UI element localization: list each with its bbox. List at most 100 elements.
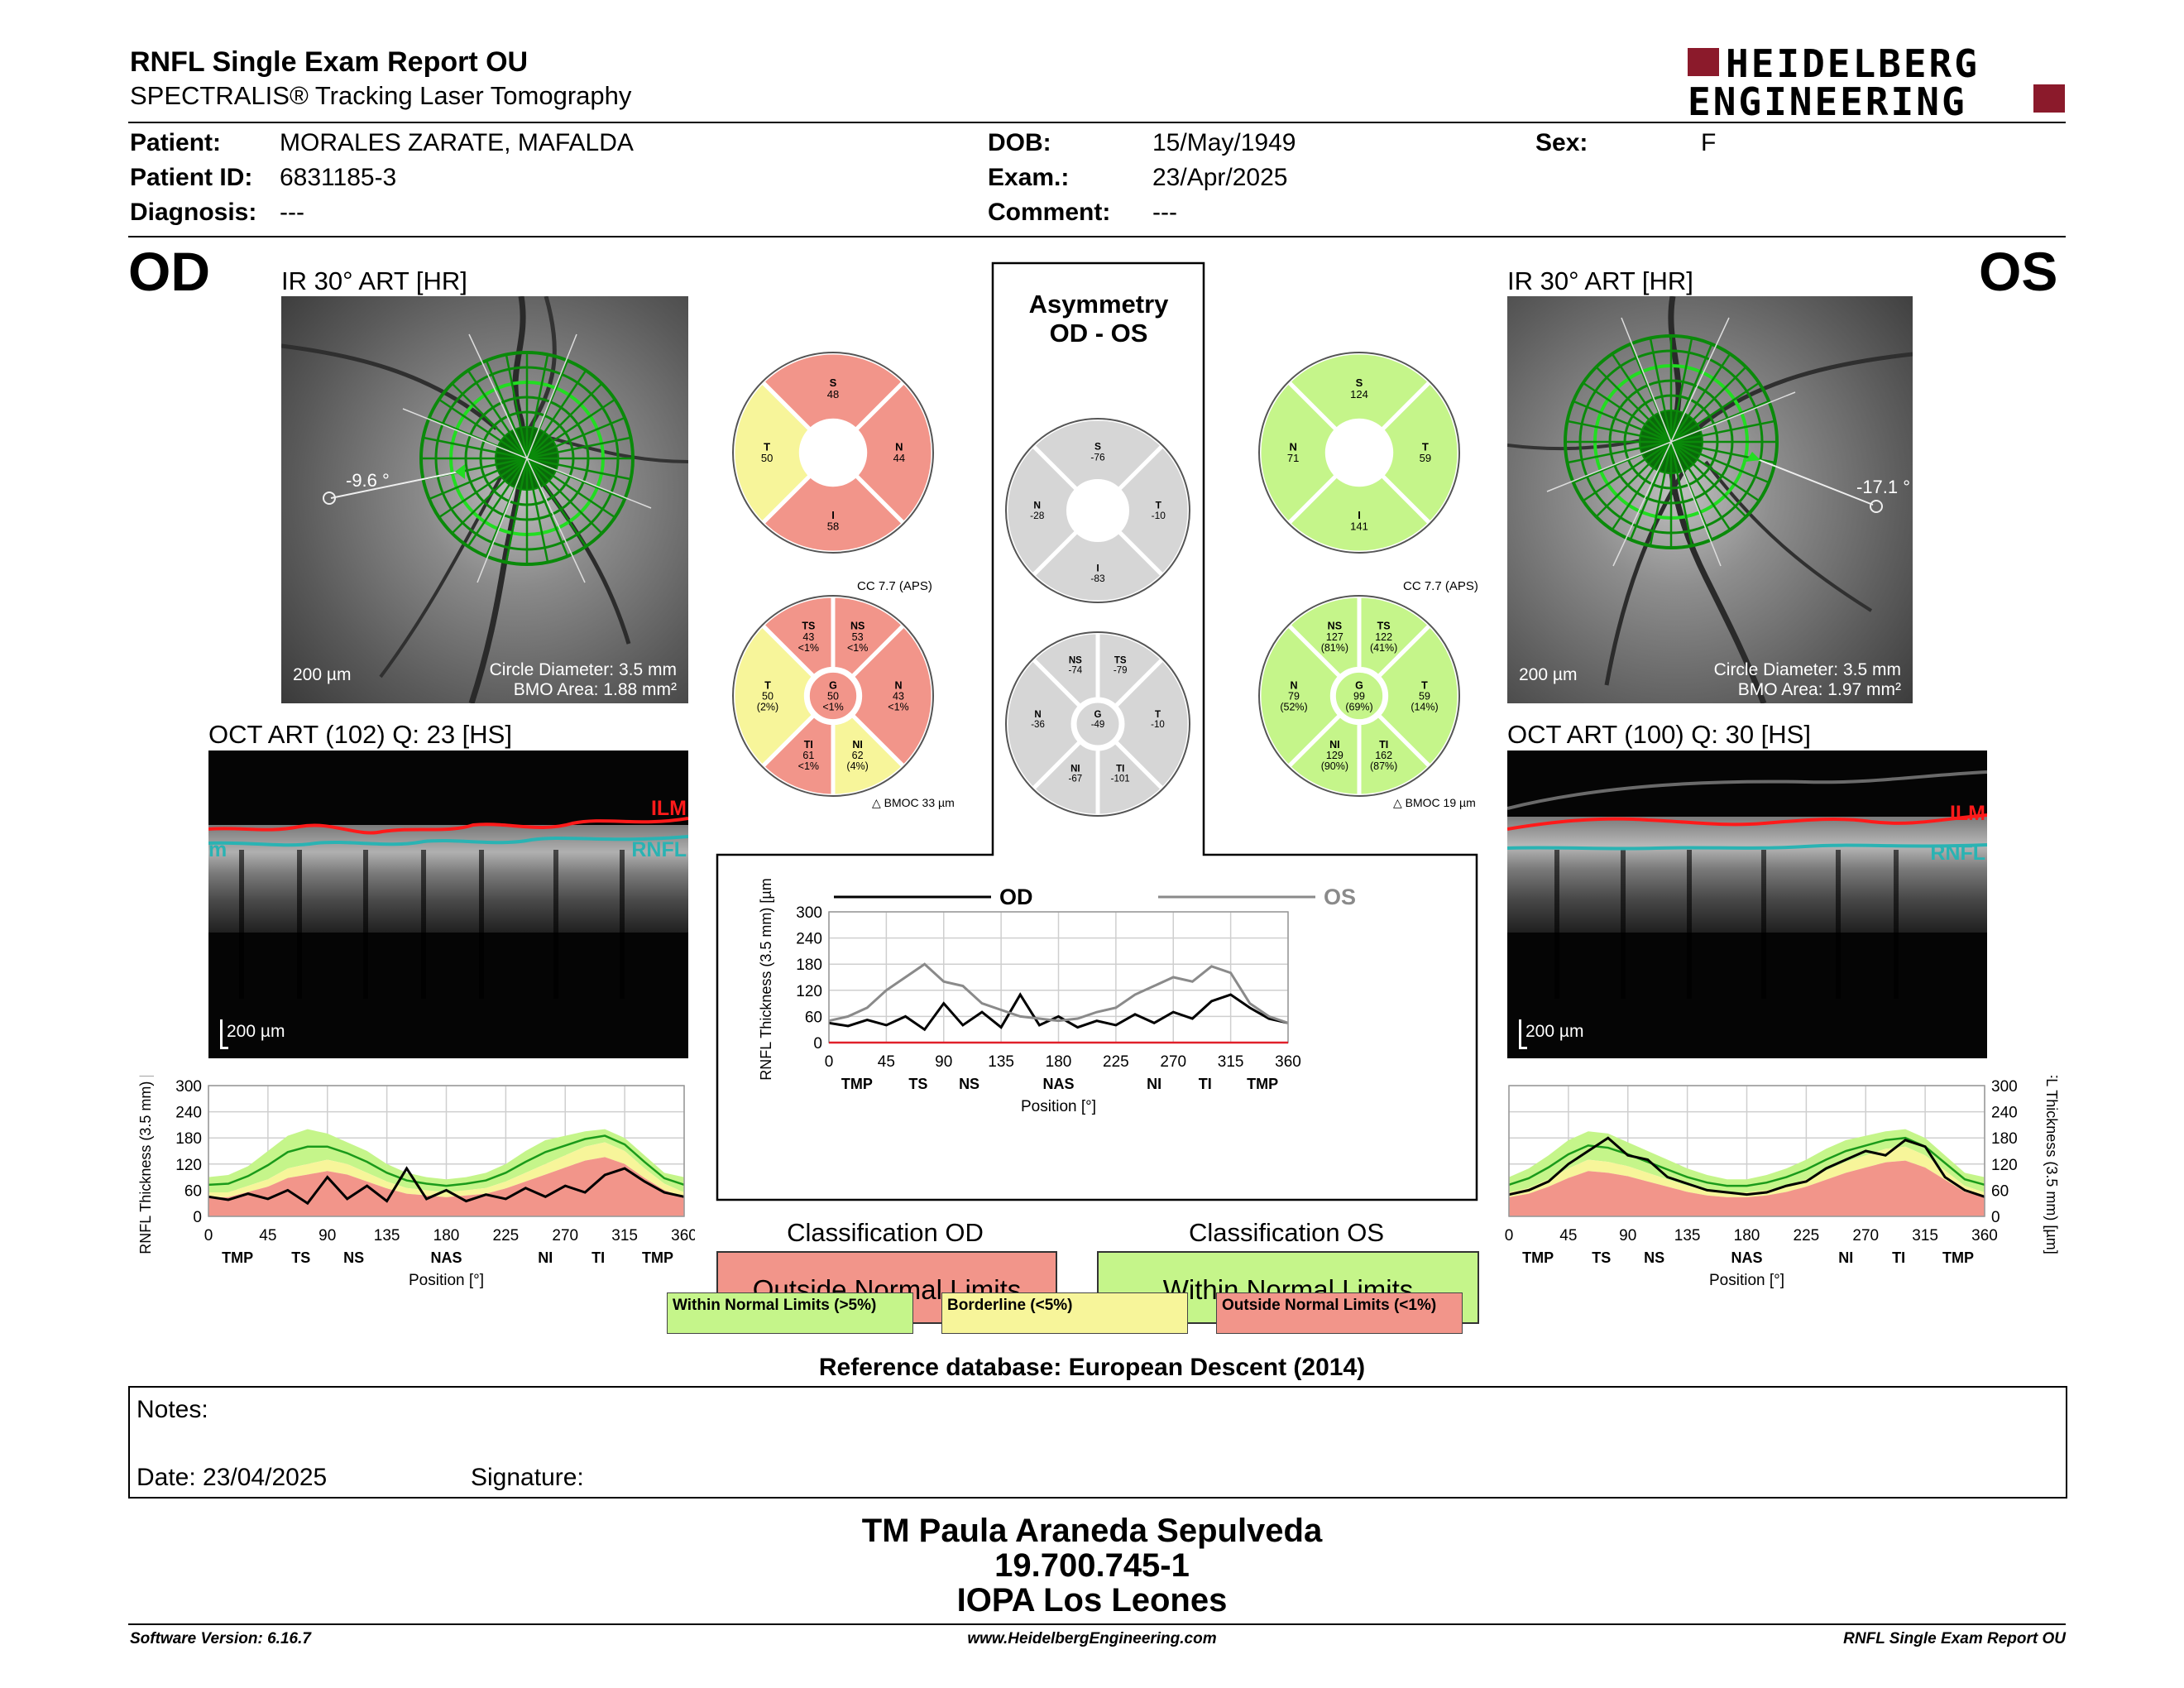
od-quadrant-disc: S 48 I 58 T 50 N 44: [730, 350, 936, 555]
technician-id: 19.700.745-1: [994, 1547, 1190, 1584]
website-link[interactable]: www.HeidelbergEngineering.com: [967, 1630, 1217, 1647]
x-tick-label: 360: [1275, 1053, 1301, 1071]
sector-label: NAS: [430, 1249, 462, 1266]
od-oct-scale: 200 µm: [227, 1022, 285, 1041]
sector-label: TMP: [841, 1076, 873, 1092]
plot-frame: [1508, 1085, 1985, 1217]
os-bmoc-label: △ BMOC 19 µm: [1393, 796, 1476, 809]
label-I: I -83: [1090, 562, 1105, 584]
x-tick-label: 90: [1619, 1227, 1636, 1244]
od-angle: -9.6 °: [346, 470, 390, 491]
sector-label: TMP: [642, 1249, 673, 1266]
od-ir-title: IR 30° ART [HR]: [281, 266, 467, 295]
x-tick-label: 135: [988, 1053, 1014, 1071]
diagnosis-value: ---: [280, 199, 304, 226]
label-G: G 99 (69%): [1345, 679, 1372, 712]
label-I: I 58: [827, 509, 839, 533]
notes-box[interactable]: Notes: Date: 23/04/2025 Signature:: [128, 1386, 2067, 1499]
y-tick-label: 120: [175, 1157, 202, 1174]
x-tick-label: 270: [552, 1227, 578, 1244]
od-scale: 200 µm: [293, 665, 352, 684]
plot-frame: [208, 1085, 685, 1217]
asymmetry-quadrant-disc: S -76 I -83 N -28 T -10: [1003, 416, 1192, 605]
label-T: T 59: [1420, 440, 1431, 464]
os-oct-scale: 200 µm: [1525, 1022, 1584, 1041]
od-rnfl-left-label: m: [208, 838, 228, 861]
y-tick-label: 120: [796, 983, 822, 1000]
label-N: N 44: [893, 440, 905, 464]
sector-label: NS: [1644, 1249, 1664, 1266]
outside-band: [1509, 1160, 1985, 1216]
y-tick-label: 0: [1991, 1209, 2000, 1226]
software-version: Software Version: 6.16.7: [130, 1630, 311, 1647]
label-I: I 141: [1350, 509, 1368, 533]
y-tick-label: 300: [175, 1078, 202, 1096]
x-tick-label: 225: [1103, 1053, 1129, 1071]
asymmetry-profile-chart: 300 240 180 120 60 0 0 45 90 135 180 225 270 315 360 TM…: [753, 874, 1382, 1144]
label-T: T -10: [1152, 500, 1166, 522]
x-tick-label: 270: [1852, 1227, 1879, 1244]
legend-borderline: Borderline (<5%): [941, 1292, 1188, 1334]
os-cc-label: CC 7.7 (APS): [1403, 579, 1478, 593]
series-line-0: [1508, 1136, 1985, 1198]
y-tick-label: 180: [175, 1130, 202, 1148]
x-tick-label: 0: [1505, 1227, 1514, 1244]
sector-label: TMP: [222, 1249, 253, 1266]
label-NS: NS -74: [1069, 655, 1083, 675]
os-circle-diameter: Circle Diameter: 3.5 mm: [1713, 660, 1901, 679]
disc-outline: [1258, 595, 1460, 797]
od-ilm-label: ILM: [650, 797, 687, 820]
footer-report-name: RNFL Single Exam Report OU: [1843, 1630, 2066, 1647]
classification-os-title: Classification OS: [1188, 1218, 1385, 1247]
os-ilm-label: ILM: [1949, 802, 1985, 825]
label-NS: NS 53 <1%: [847, 621, 868, 654]
label-TI: TI -101: [1111, 765, 1130, 784]
comment-label: Comment:: [988, 199, 1111, 226]
label-TS: TS 122 (41%): [1370, 621, 1397, 654]
label-T: T -10: [1151, 710, 1165, 730]
os-rnfl-label: RNFL: [1930, 842, 1985, 865]
os-sector-disc: NS 127 (81%) TS 122 (41%) T 59 (14%) TI 162 (87%) NI…: [1257, 593, 1462, 798]
exam-value: 23/Apr/2025: [1152, 164, 1288, 191]
x-tick-label: 45: [878, 1053, 895, 1071]
label-TS: TS 43 <1%: [798, 621, 819, 654]
label-NI: NI 62 (4%): [846, 739, 868, 772]
report-title: RNFL Single Exam Report OU: [130, 46, 529, 78]
x-tick-label: 270: [1160, 1053, 1186, 1071]
dob-label: DOB:: [988, 129, 1051, 156]
x-tick-label: 45: [1559, 1227, 1577, 1244]
label-G: G -49: [1091, 710, 1105, 730]
clinic-name: IOPA Los Leones: [956, 1582, 1228, 1618]
label-N: N -28: [1030, 500, 1045, 522]
od-profile-chart: 300 240 180 120 60 0 0 45 90 135 180 225 270 315 360 TM…: [132, 1048, 697, 1316]
label-N: N 71: [1287, 440, 1299, 464]
series-line-OS: [828, 962, 1289, 1024]
x-tick-label: 315: [1218, 1053, 1244, 1071]
x-tick-label: 360: [1971, 1227, 1998, 1244]
asymmetry-title: Asymmetry: [1028, 290, 1169, 319]
series-line-0: [208, 1166, 685, 1206]
sex-value: F: [1701, 129, 1717, 156]
x-tick-label: 0: [204, 1227, 213, 1244]
sector-label: NI: [1147, 1076, 1161, 1092]
comment-value: ---: [1152, 199, 1177, 226]
technician-name: TM Paula Araneda Sepulveda: [861, 1513, 1323, 1549]
od-oct-bscan: ILM RNFL m 200 µm: [208, 750, 688, 1058]
sector-label: TMP: [1522, 1249, 1554, 1266]
od-rnfl-label: RNFL: [631, 838, 687, 861]
x-tick-label: 135: [1674, 1227, 1701, 1244]
sector-G: [807, 669, 860, 722]
label-S: S 48: [827, 376, 839, 400]
date-label: Date: 23/04/2025: [136, 1464, 328, 1491]
y-tick-label: 180: [796, 957, 822, 974]
patient-id: 6831185-3: [280, 164, 397, 191]
sector-label: NAS: [1042, 1076, 1074, 1092]
label-TS: TS -79: [1114, 655, 1128, 675]
borderline-band: [208, 1142, 684, 1197]
legend-outside-normal: Outside Normal Limits (<1%): [1216, 1292, 1463, 1334]
label-NI: NI -67: [1069, 765, 1083, 784]
x-axis-label: Position [°]: [1709, 1272, 1784, 1289]
od-sector-disc: TS 43 <1% NS 53 <1% N 43 <1% NI 62 (4%) TI 61 <1% T 50 (2…: [730, 593, 936, 798]
patient-label: Patient:: [130, 129, 222, 156]
sector-label: TS: [291, 1249, 310, 1266]
